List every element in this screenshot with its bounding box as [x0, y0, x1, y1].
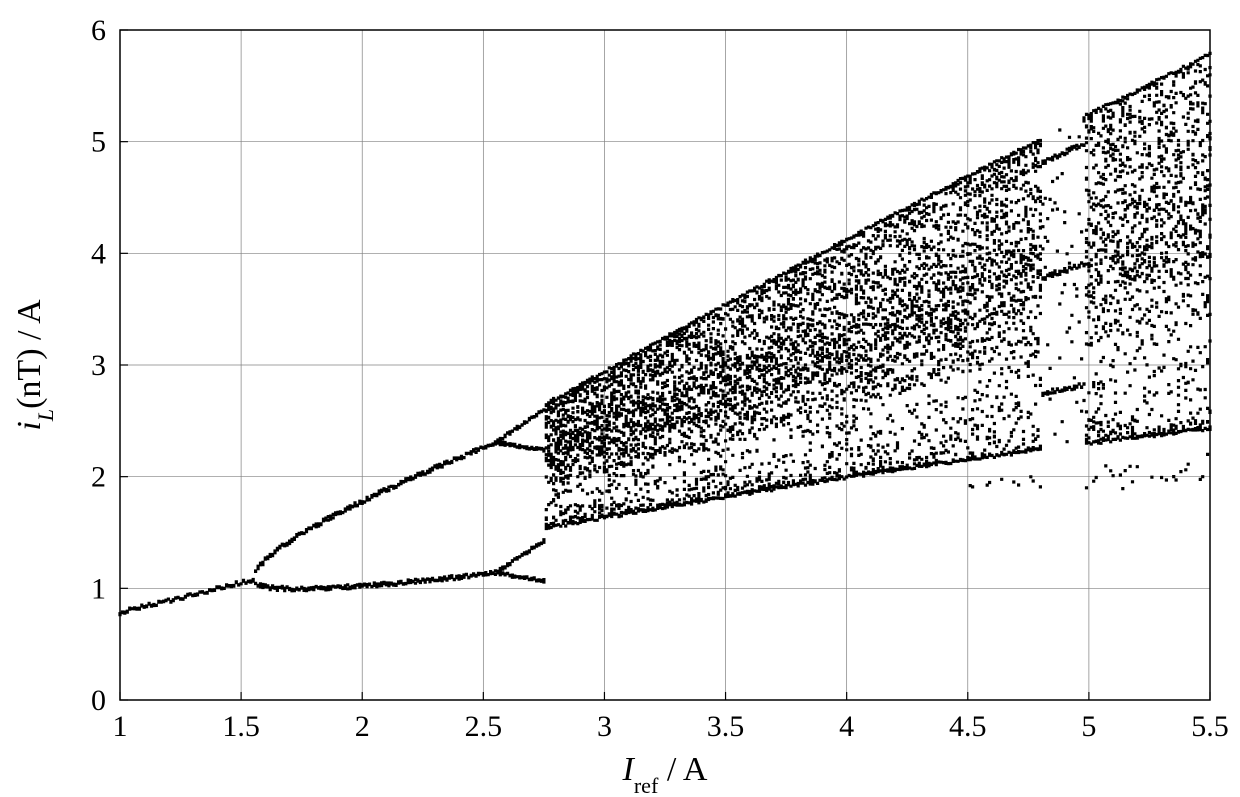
ytick-label: 4	[91, 237, 106, 270]
ytick-label: 5	[91, 126, 106, 159]
xtick-label: 1.5	[222, 710, 260, 743]
ytick-label: 1	[91, 572, 106, 605]
xtick-label: 1	[113, 710, 128, 743]
xtick-label: 5	[1081, 710, 1096, 743]
xtick-label: 4	[839, 710, 854, 743]
ytick-label: 3	[91, 349, 106, 382]
xtick-label: 4.5	[949, 710, 987, 743]
ytick-label: 2	[91, 461, 106, 494]
xtick-label: 3.5	[707, 710, 745, 743]
ytick-label: 6	[91, 14, 106, 47]
xtick-label: 5.5	[1191, 710, 1229, 743]
chart-svg: 11.522.533.544.555.50123456Iref / AiL(nT…	[0, 0, 1240, 797]
xtick-label: 2.5	[465, 710, 503, 743]
xtick-label: 3	[597, 710, 612, 743]
bifurcation-chart: 11.522.533.544.555.50123456Iref / AiL(nT…	[0, 0, 1240, 797]
ytick-label: 0	[91, 684, 106, 717]
xtick-label: 2	[355, 710, 370, 743]
